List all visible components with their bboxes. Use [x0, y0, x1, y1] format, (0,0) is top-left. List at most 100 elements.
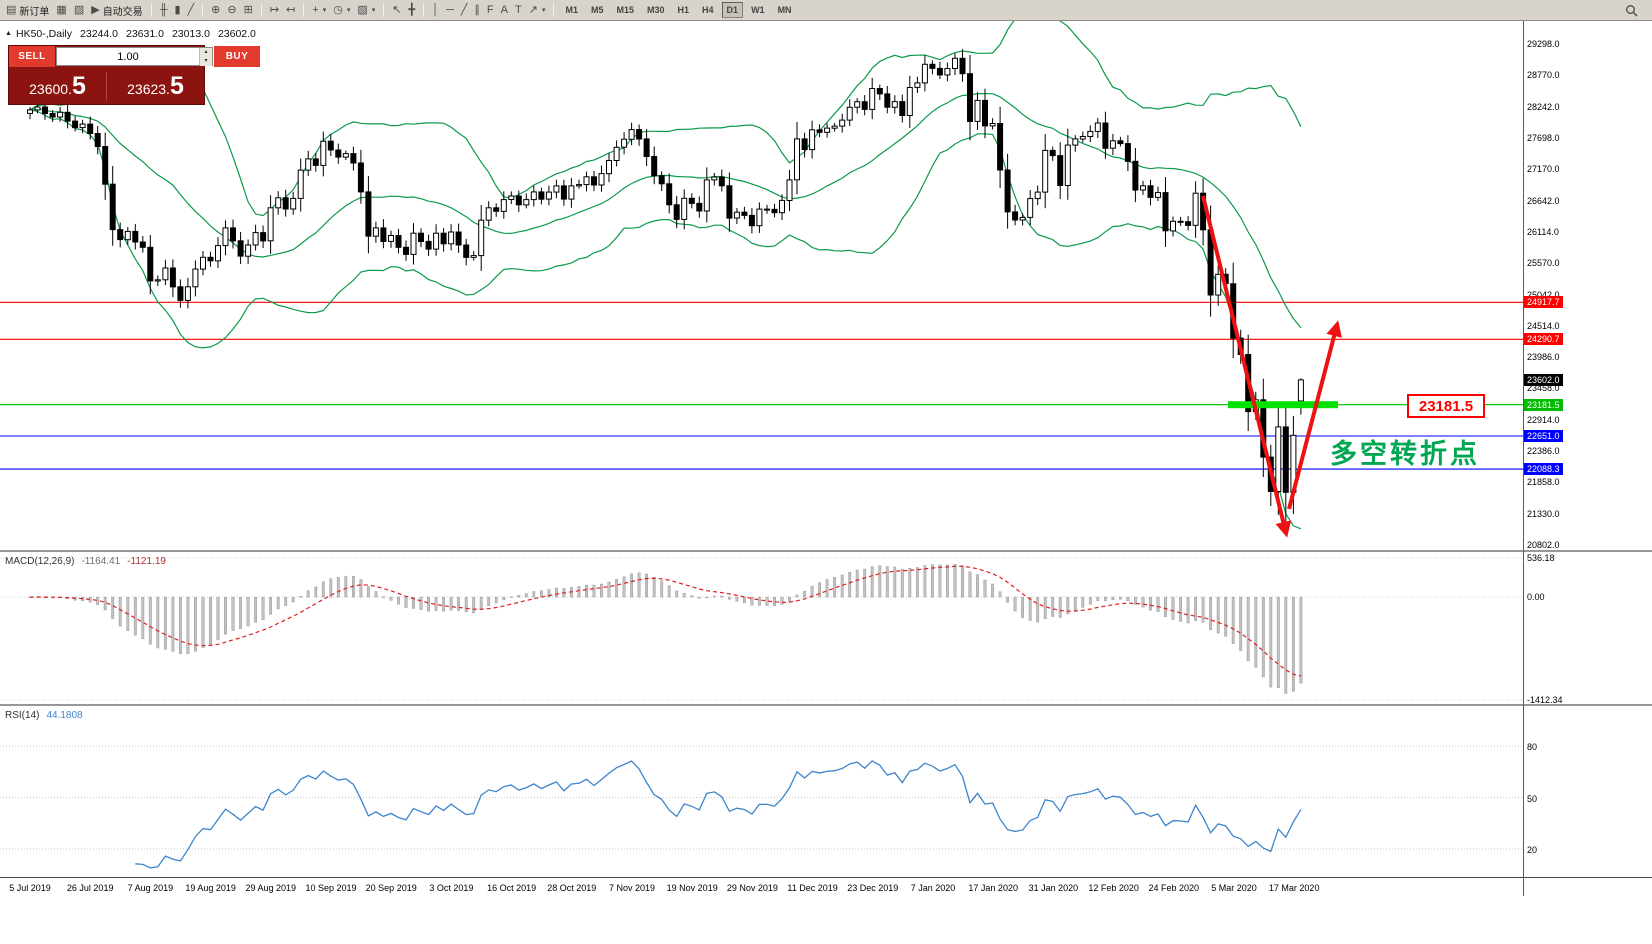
price-axis-label: 24514.0: [1527, 320, 1560, 331]
toolbar-separator: [303, 3, 305, 17]
ohlc-bars-icon: ╫: [159, 3, 168, 16]
macd-axis-label: -1412.34: [1527, 695, 1563, 705]
vertical-line-button[interactable]: │: [429, 1, 442, 19]
indicators-button[interactable]: + ▾: [309, 1, 329, 19]
sell-price-main: 23600.: [29, 80, 72, 97]
date-label: 20 Sep 2019: [365, 883, 417, 893]
ohlc-bars-button[interactable]: ╫: [157, 1, 171, 19]
date-label: 7 Nov 2019: [608, 883, 656, 893]
zoom-out-button[interactable]: ⊖: [224, 1, 239, 19]
timeframe-m1-button[interactable]: M1: [565, 5, 578, 15]
trendline-button[interactable]: ╱: [458, 1, 471, 19]
candlestick-chart-canvas[interactable]: [0, 21, 1652, 550]
new-order-button-label: 新订单: [19, 6, 50, 18]
date-label: 16 Oct 2019: [487, 883, 537, 893]
cursor-button[interactable]: ↖: [389, 1, 404, 19]
periods-button[interactable]: ◷ ▾: [330, 1, 353, 19]
date-label: 10 Sep 2019: [305, 883, 357, 893]
chart-window-button[interactable]: ▦: [53, 1, 69, 19]
arrows-button[interactable]: ↗ ▾: [526, 1, 549, 19]
horizontal-line-button[interactable]: ─: [443, 1, 457, 19]
fibonacci-button[interactable]: F: [484, 1, 497, 19]
date-label: 24 Feb 2020: [1148, 883, 1200, 893]
auto-scroll-button[interactable]: ↦: [267, 1, 282, 19]
chart-window-icon: ▦: [56, 3, 67, 16]
timeframe-w1-button[interactable]: W1: [751, 5, 765, 15]
chart-shift-icon: ↤: [286, 3, 296, 16]
templates-button[interactable]: ▨ ▾: [354, 1, 378, 19]
chart-symbol-period: HK50-,Daily: [16, 28, 73, 40]
date-label: 12 Feb 2020: [1088, 883, 1139, 893]
macd-indicator-panel[interactable]: MACD(12,26,9) -1164.41 -1121.19: [0, 552, 1652, 706]
channel-button[interactable]: ∥: [471, 1, 483, 19]
date-label: 29 Nov 2019: [726, 883, 778, 893]
macd-canvas[interactable]: [0, 552, 1652, 704]
line-chart-button[interactable]: ╱: [185, 1, 198, 19]
auto-trading-icon: ▶: [91, 3, 100, 16]
price-axis-label: 23986.0: [1527, 352, 1560, 363]
candlestick-icon: ▮: [174, 3, 181, 16]
buy-button[interactable]: BUY: [214, 46, 260, 67]
rsi-indicator-panel[interactable]: RSI(14) 44.1808: [0, 706, 1652, 878]
time-axis[interactable]: 5 Jul 2019 26 Jul 2019 7 Aug 2019 19 Aug 20…: [0, 879, 1652, 896]
buy-price-main: 23623.: [127, 80, 170, 97]
magnifier-icon[interactable]: [1622, 1, 1641, 19]
macd-name: MACD(12,26,9): [5, 556, 75, 567]
candlestick-button[interactable]: ▮: [171, 1, 183, 19]
rsi-canvas[interactable]: [0, 706, 1652, 878]
price-badge: 23181.5: [1524, 398, 1563, 411]
price-axis-label: 22914.0: [1527, 414, 1560, 425]
price-axis-label: 21858.0: [1527, 477, 1560, 488]
new-order-button[interactable]: ▤ 新订单: [3, 1, 52, 19]
arrows-icon: ↗: [528, 3, 538, 16]
timeframe-m30-button[interactable]: M30: [647, 5, 665, 15]
timeframe-d1-button[interactable]: D1: [721, 2, 744, 18]
volume-up-button[interactable]: ▴: [200, 48, 212, 57]
timeframe-m5-button[interactable]: M5: [590, 5, 604, 15]
volume-input[interactable]: [57, 48, 199, 65]
sell-button[interactable]: SELL: [9, 46, 55, 67]
price-badge: 24917.7: [1524, 296, 1563, 309]
indicators-icon: +: [312, 3, 319, 16]
timeframe-h1-button[interactable]: H1: [677, 5, 690, 15]
main-price-chart-panel[interactable]: ▲ HK50-,Daily 23244.0 23631.0 23013.0 23…: [0, 21, 1652, 552]
text-icon: A: [500, 3, 508, 16]
timeframe-m15-button[interactable]: M15: [616, 5, 634, 15]
price-axis-label: 25570.0: [1527, 258, 1560, 269]
auto-trading-button[interactable]: ▶ 自动交易: [88, 1, 145, 19]
date-label: 19 Nov 2019: [666, 883, 718, 893]
label-button[interactable]: T: [512, 1, 525, 19]
sell-price: 23600.5: [9, 71, 107, 101]
crosshair-button[interactable]: ╋: [405, 1, 418, 19]
price-axis-label: 26642.0: [1527, 195, 1560, 206]
toolbar-separator: [202, 3, 204, 17]
ohlc-close: 23602.0: [217, 28, 256, 40]
periods-icon: ◷: [333, 3, 343, 16]
text-button[interactable]: A: [498, 1, 511, 19]
price-axis-label: 21330.0: [1527, 508, 1560, 519]
chart-shift-button[interactable]: ↤: [283, 1, 298, 19]
volume-down-button[interactable]: ▾: [200, 57, 212, 66]
bid-ask-prices: 23600.5 23623.5: [9, 67, 204, 105]
horizontal-line-icon: ─: [445, 3, 454, 16]
label-icon: T: [514, 3, 522, 16]
zoom-in-button[interactable]: ⊕: [208, 1, 223, 19]
price-badge: 24290.7: [1524, 333, 1563, 346]
price-badge: 23602.0: [1524, 373, 1563, 386]
zoom-out-icon: ⊖: [227, 3, 237, 16]
price-badge: 22651.0: [1524, 430, 1563, 442]
toolbar-separator: [383, 3, 385, 17]
vertical-line-icon: │: [432, 3, 439, 16]
profiles-button[interactable]: ▧: [71, 1, 87, 19]
timeframe-mn-button[interactable]: MN: [777, 5, 792, 15]
date-label: 17 Mar 2020: [1268, 883, 1320, 893]
volume-spinner: ▴ ▾: [199, 48, 212, 66]
main-toolbar: ▤ 新订单 ▦ ▧ ▶ 自动交易 ╫ ▮ ╱ ⊕ ⊖ ⊞ ↦ ↤ + ▾ ◷ ▾ ▨ ▾ ↖ ╋ │ ─ ╱ ∥ F A T ↗ ▾ M1 M5…: [0, 0, 1652, 21]
tile-windows-button[interactable]: ⊞: [241, 1, 256, 19]
cursor-icon: ↖: [392, 3, 402, 16]
profiles-icon: ▧: [73, 3, 85, 16]
timeframe-h4-button[interactable]: H4: [702, 5, 714, 15]
date-label: 23 Dec 2019: [847, 883, 899, 893]
fibonacci-icon: F: [486, 3, 494, 16]
